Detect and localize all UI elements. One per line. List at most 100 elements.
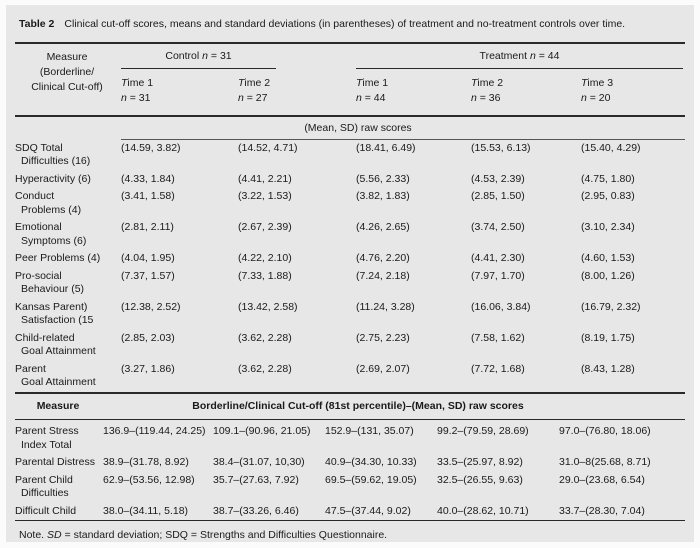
measure-cell: Parent Child Difficulties [15,472,103,503]
measure-label: Difficult Child [15,504,77,517]
value-cell: (2.75, 2.23) [356,331,410,344]
section-banner-row: (Mean, SD) raw scores [15,114,685,140]
value-cell: (7.97, 1.70) [471,269,525,282]
value-cell: (3.27, 1.86) [121,362,175,375]
time-label: Time 1 [356,76,389,89]
table-row: Parent Child Difficulties 62.9–(53.56, 1… [15,472,685,503]
n-label: n = 31 [121,91,151,104]
banner-spacer [15,114,121,140]
table-row: Kansas Parent) Satisfaction (15 (12.38, … [15,299,685,330]
cutoff-banner: Borderline/Clinical Cut-off (81st percen… [103,392,685,420]
measure-label: Kansas Parent) Satisfaction (15 [15,300,94,327]
value-cell: (4.22, 2.10) [238,252,292,264]
table-number: Table 2 [19,18,55,30]
measure-label: Peer Problems (4) [15,252,101,264]
table-panel: Table 2 Clinical cut-off scores, means an… [6,5,694,542]
treatment-label: Treatment [479,50,528,62]
group-header-row: Measure (Borderline/ Clinical Cut-off) C… [15,43,685,93]
col-header-treatment-time1: Time 1 n = 44 [356,71,471,116]
value-cell: 69.5–(59.62, 19.05) [325,473,417,486]
measure-cell: Kansas Parent) Satisfaction (15 [15,299,121,330]
table-caption: Table 2 Clinical cut-off scores, means an… [15,14,685,42]
col-header-measure-2: Measure [15,392,103,420]
time-label: Time 3 [581,76,614,89]
value-cell: 38.0–(34.11, 5.18) [103,504,189,517]
value-cell: 32.5–(26.55, 9.63) [437,473,523,486]
treatment-n: n = 44 [529,50,560,62]
table-row: Hyperactivity (6) (4.33, 1.84) (4.41, 2.… [15,171,685,189]
col-header-treatment-time3: Time 3 n = 20 [581,71,685,116]
time-header-row: Time 1 n = 31 Time 2 n = 27 Time 1 n = 4… [15,71,685,116]
measure-label: Parent Goal Attainment [15,362,96,389]
value-cell: 152.9–(131, 35.07) [325,425,414,437]
value-cell: 35.7–(27.63, 7.92) [213,473,299,486]
table-row: Child-related Goal Attainment (2.85, 2.0… [15,330,685,361]
value-cell: (18.41, 6.49) [356,142,416,154]
value-cell: (5.56, 2.33) [356,172,410,185]
value-cell: 136.9–(119.44, 24.25) [103,425,206,437]
value-cell: (8.00, 1.26) [581,269,635,282]
footnote-prefix: Note. [19,529,48,541]
measure-label: Parent Child Difficulties [15,473,73,500]
value-cell: (4.26, 2.65) [356,221,410,233]
value-cell: 40.9–(34.30, 10.33) [325,456,417,468]
col-header-measure: Measure (Borderline/ Clinical Cut-off) [31,51,103,93]
table-row: Difficult Child 38.0–(34.11, 5.18) 38.7–… [15,503,685,521]
value-cell: 40.0–(28.62, 10.71) [437,504,529,517]
control-label: Control [165,50,200,62]
value-cell: 31.0–8(25.68, 8.71) [559,456,651,468]
treatment-group-heading: Treatment n = 44 [356,50,683,69]
value-cell: (16.06, 3.84) [471,300,531,313]
table-row: Parent Stress Index Total 136.9–(119.44,… [15,420,685,455]
value-cell: 33.7–(28.30, 7.04) [559,504,645,517]
value-cell: (4.75, 1.80) [581,172,635,185]
time-label: Time 2 [238,76,271,89]
value-cell: (3.74, 2.50) [471,221,525,233]
value-cell: (14.59, 3.82) [121,142,181,154]
measure-cell: Conduct Problems (4) [15,188,121,219]
value-cell: (3.10, 2.34) [581,221,635,233]
table-title-text: Clinical cut-off scores, means and stand… [64,18,626,30]
col-group-treatment: Treatment n = 44 [356,43,685,71]
value-cell: 33.5–(25.97, 8.92) [437,456,523,468]
measure-label: Pro-social Behaviour (5) [15,269,85,296]
col-header-control-time2: Time 2 n = 27 [238,71,356,116]
value-cell: (13.42, 2.58) [238,300,298,313]
measure-label: Parent Stress Index Total [15,425,79,451]
value-cell: (15.40, 4.29) [581,142,641,154]
value-cell: (16.79, 2.32) [581,300,641,313]
time-label: Time 1 [121,76,154,89]
value-cell: (4.76, 2.20) [356,252,410,264]
measure-cell: Parent Stress Index Total [15,420,103,455]
value-cell: (3.62, 2.28) [238,362,292,375]
value-cell: (4.60, 1.53) [581,252,635,264]
value-cell: (3.82, 1.83) [356,190,410,202]
value-cell: 38.7–(33.26, 6.46) [213,504,299,517]
table-row: SDQ Total Difficulties (16) (14.59, 3.82… [15,140,685,171]
value-cell: (4.41, 2.21) [238,172,292,185]
value-cell: 38.4–(31.07, 10,30) [213,456,305,468]
time-label: Time 2 [471,76,504,89]
control-n: n = 31 [202,50,232,62]
n-label: n = 44 [356,91,386,104]
n-label: n = 36 [471,91,501,104]
value-cell: (2.95, 0.83) [581,190,635,202]
measure-cell: Child-related Goal Attainment [15,330,121,361]
value-cell: (4.04, 1.95) [121,252,175,264]
value-cell: (3.62, 2.28) [238,331,292,344]
value-cell: 62.9–(53.56, 12.98) [103,473,195,486]
value-cell: 99.2–(79.59, 28.69) [437,425,529,437]
measure-label: SDQ Total Difficulties (16) [15,141,91,168]
value-cell: (3.22, 1.53) [238,190,292,202]
raw-scores-banner: (Mean, SD) raw scores [121,114,685,140]
measure-label: Conduct Problems (4) [15,190,82,216]
col-header-control-time1: Time 1 n = 31 [121,71,238,116]
n-label: n = 20 [581,91,611,104]
control-group-heading: Control n = 31 [121,50,276,69]
value-cell: (4.53, 2.39) [471,172,525,185]
measure-cell: Difficult Child [15,503,103,521]
value-cell: (11.24, 3.28) [356,300,415,313]
value-cell: (4.33, 1.84) [121,172,175,185]
measure-cell: Peer Problems (4) [15,250,121,268]
